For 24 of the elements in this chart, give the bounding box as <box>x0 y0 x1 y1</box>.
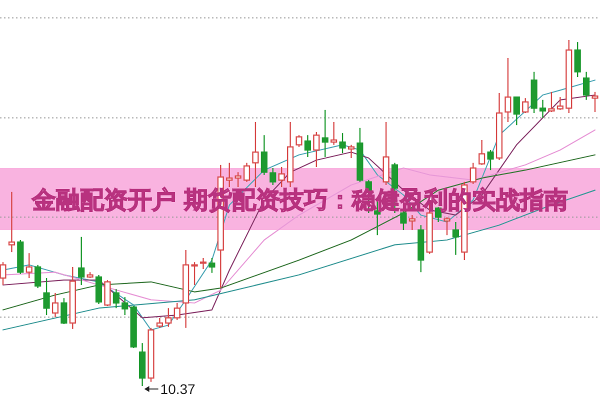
candlestick <box>138 342 146 387</box>
candlestick <box>34 264 42 289</box>
candlestick <box>156 317 164 328</box>
candlestick <box>452 221 460 256</box>
candlestick <box>200 257 207 270</box>
candlestick <box>95 274 102 305</box>
candlestick <box>112 288 120 309</box>
candlestick <box>582 71 590 100</box>
candlestick <box>252 121 259 188</box>
candlestick <box>348 144 355 159</box>
candlestick <box>408 214 416 231</box>
candlestick <box>260 134 268 176</box>
candlestick <box>322 109 328 158</box>
candlestick <box>539 99 546 118</box>
candlestick <box>52 292 59 318</box>
candlestick <box>286 121 294 188</box>
candlestick <box>8 191 16 253</box>
annotation: 10.37 <box>160 381 196 397</box>
candlestick <box>504 57 512 123</box>
candlestick <box>330 121 338 146</box>
candlestick <box>243 162 250 182</box>
candlestick <box>496 92 503 161</box>
candlestick <box>304 134 312 158</box>
candlestick <box>182 249 190 328</box>
